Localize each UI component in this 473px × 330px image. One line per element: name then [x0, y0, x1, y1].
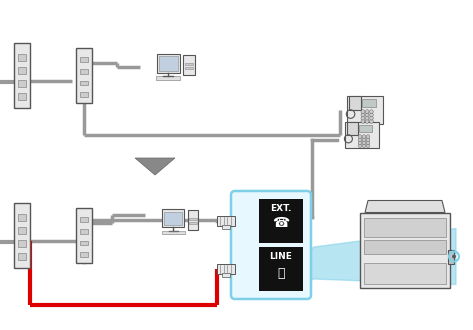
Bar	[259, 247, 303, 291]
Circle shape	[365, 113, 369, 117]
Circle shape	[361, 113, 365, 117]
Bar	[184, 54, 195, 76]
Bar	[79, 92, 88, 97]
Bar	[79, 81, 88, 85]
Circle shape	[362, 144, 366, 148]
Circle shape	[362, 141, 366, 145]
Bar	[259, 199, 303, 243]
Circle shape	[369, 110, 373, 114]
Circle shape	[362, 138, 366, 141]
Circle shape	[358, 138, 362, 141]
Bar	[14, 203, 30, 268]
Bar	[189, 218, 197, 220]
Circle shape	[365, 116, 369, 120]
Polygon shape	[135, 158, 175, 175]
Circle shape	[361, 119, 365, 123]
Bar	[217, 216, 235, 226]
Bar	[79, 252, 88, 257]
Circle shape	[358, 135, 362, 138]
Bar	[185, 63, 193, 65]
Bar	[364, 262, 446, 283]
Polygon shape	[309, 228, 456, 284]
Bar	[79, 57, 88, 62]
Circle shape	[453, 255, 455, 258]
Bar	[18, 214, 26, 221]
Circle shape	[369, 116, 373, 120]
Text: LINE: LINE	[270, 252, 292, 261]
Bar	[162, 209, 184, 227]
Circle shape	[366, 141, 370, 145]
Circle shape	[361, 116, 365, 120]
Circle shape	[361, 110, 365, 114]
Bar	[79, 241, 88, 246]
Bar	[157, 53, 179, 73]
Circle shape	[365, 110, 369, 114]
Bar	[14, 43, 30, 108]
Bar	[18, 54, 26, 61]
Bar	[345, 122, 379, 148]
Bar	[18, 227, 26, 234]
Bar	[18, 240, 26, 247]
Polygon shape	[365, 201, 445, 213]
Bar	[161, 231, 185, 234]
Bar	[79, 69, 88, 74]
Circle shape	[369, 113, 373, 117]
Bar	[18, 253, 26, 260]
Bar	[222, 225, 230, 229]
Circle shape	[369, 119, 373, 123]
Bar	[217, 264, 235, 274]
Circle shape	[366, 135, 370, 138]
Text: EXT.: EXT.	[270, 204, 292, 213]
Bar	[222, 273, 230, 277]
Circle shape	[358, 141, 362, 145]
Circle shape	[365, 119, 369, 123]
Bar	[360, 213, 450, 287]
Text: ⏚: ⏚	[277, 267, 285, 280]
Bar	[164, 212, 182, 225]
Text: ☎: ☎	[272, 216, 289, 230]
Bar	[364, 218, 446, 237]
Polygon shape	[347, 122, 358, 135]
Bar	[156, 77, 181, 80]
Bar	[158, 56, 177, 71]
Bar	[18, 80, 26, 87]
Circle shape	[366, 138, 370, 141]
Circle shape	[366, 144, 370, 148]
Bar	[18, 93, 26, 100]
Bar	[76, 208, 92, 262]
Bar	[188, 210, 198, 230]
Bar	[185, 67, 193, 69]
Circle shape	[362, 135, 366, 138]
FancyBboxPatch shape	[231, 191, 311, 299]
Bar	[347, 96, 383, 124]
Polygon shape	[349, 96, 361, 110]
Bar	[364, 240, 446, 254]
Bar	[18, 67, 26, 74]
Bar	[359, 125, 372, 132]
Bar	[448, 249, 454, 263]
Bar	[76, 48, 92, 103]
Bar	[79, 217, 88, 222]
Bar	[362, 99, 376, 107]
Circle shape	[358, 144, 362, 148]
Bar	[79, 229, 88, 234]
Bar	[189, 222, 197, 224]
